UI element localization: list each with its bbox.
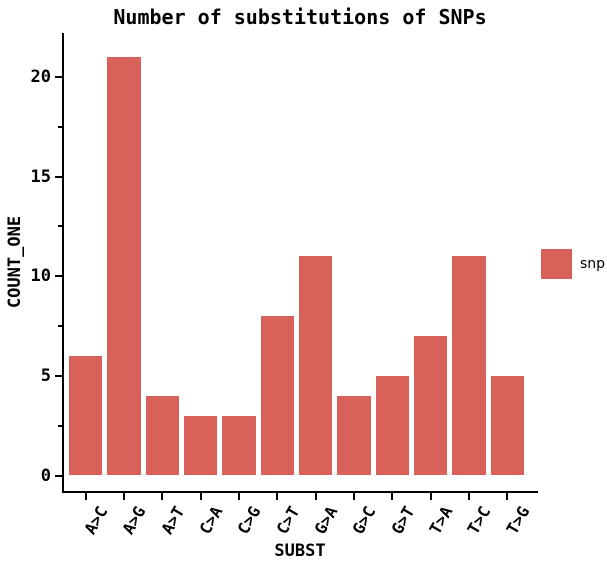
x-tick-label-A>C: A>C xyxy=(80,503,112,538)
x-tick-label-C>T: C>T xyxy=(272,503,303,538)
x-axis-label: SUBST xyxy=(274,541,326,561)
x-tick-label-A>G: A>G xyxy=(118,503,150,538)
y-major-tick xyxy=(55,374,63,377)
bar-A>G xyxy=(107,56,141,476)
y-tick-label: 10 xyxy=(30,266,51,287)
y-major-tick xyxy=(55,474,63,477)
x-tick xyxy=(468,493,471,500)
y-axis-spine xyxy=(62,33,64,493)
y-minor-tick xyxy=(58,325,63,328)
legend-swatch-snp xyxy=(541,249,572,279)
bar-C>A xyxy=(184,415,218,476)
y-tick-label: 20 xyxy=(30,66,51,87)
y-minor-tick xyxy=(58,225,63,228)
y-tick-label: 15 xyxy=(30,166,51,187)
x-tick xyxy=(429,493,432,500)
x-tick xyxy=(314,493,317,500)
x-tick-label-T>A: T>A xyxy=(425,503,457,538)
y-minor-tick xyxy=(58,424,63,427)
y-major-tick xyxy=(55,75,63,78)
y-minor-tick xyxy=(58,125,63,128)
y-axis-label: COUNT_ONE xyxy=(5,215,25,309)
bar-A>C xyxy=(69,355,103,476)
y-tick-label: 0 xyxy=(40,465,51,486)
y-major-tick xyxy=(55,275,63,278)
bar-A>T xyxy=(145,395,180,476)
legend: snp xyxy=(541,249,605,279)
x-tick xyxy=(199,493,202,500)
bar-C>G xyxy=(222,415,256,476)
x-tick-label-T>G: T>G xyxy=(501,503,533,538)
x-tick xyxy=(276,493,279,500)
x-tick-label-G>C: G>C xyxy=(348,503,380,538)
bar-T>G xyxy=(490,375,525,476)
y-tick-label: 5 xyxy=(40,365,51,386)
bar-C>T xyxy=(260,316,295,476)
x-tick xyxy=(161,493,164,500)
y-major-tick xyxy=(55,175,63,178)
x-tick xyxy=(84,493,87,500)
x-tick xyxy=(123,493,126,500)
bar-G>C xyxy=(337,395,371,476)
bar-T>C xyxy=(452,256,486,476)
bar-T>A xyxy=(414,335,448,476)
x-tick-label-T>C: T>C xyxy=(463,503,495,538)
bar-G>A xyxy=(299,256,333,476)
chart-title: Number of substitutions of SNPs xyxy=(113,5,487,29)
x-tick-label-C>G: C>G xyxy=(233,503,265,538)
x-tick-label-G>A: G>A xyxy=(310,503,342,538)
x-tick xyxy=(238,493,241,500)
x-axis-spine xyxy=(62,491,538,493)
bar-G>T xyxy=(375,375,410,476)
x-tick-label-G>T: G>T xyxy=(387,503,418,538)
x-tick xyxy=(353,493,356,500)
x-tick xyxy=(506,493,509,500)
x-tick-label-A>T: A>T xyxy=(157,503,188,538)
legend-label-snp: snp xyxy=(580,256,606,272)
x-tick xyxy=(391,493,394,500)
x-tick-label-C>A: C>A xyxy=(195,503,227,538)
